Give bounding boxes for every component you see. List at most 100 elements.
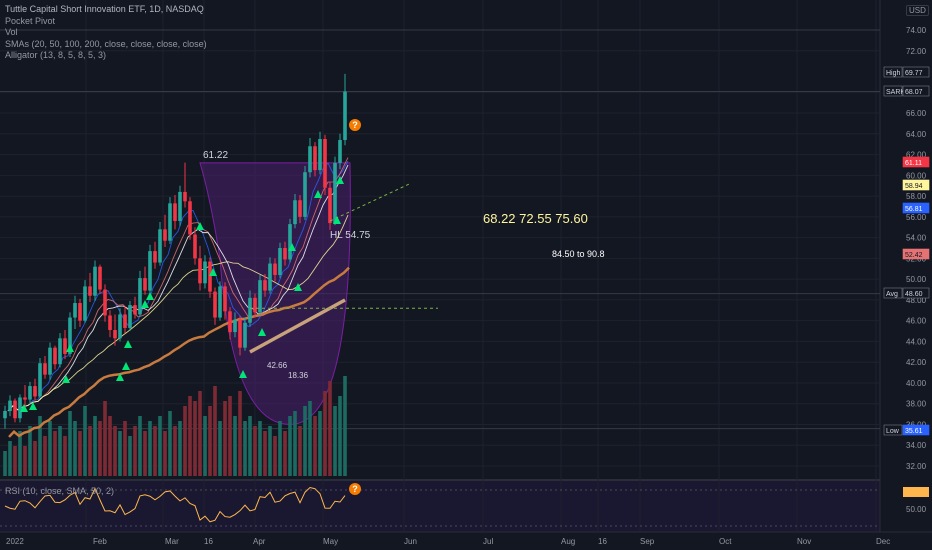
candle-body bbox=[43, 363, 47, 375]
volume-bar bbox=[208, 406, 212, 476]
annotation-hl: HL 54.75 bbox=[330, 230, 371, 241]
volume-bar bbox=[283, 431, 287, 476]
candle-body bbox=[213, 291, 217, 318]
price-tag-label-bg bbox=[883, 66, 903, 78]
volume-bar bbox=[198, 391, 202, 476]
candle-body bbox=[53, 347, 57, 365]
indicator-vol[interactable]: Vol bbox=[5, 27, 18, 37]
candle-body bbox=[103, 289, 107, 316]
price-tag-label: SARK bbox=[886, 89, 905, 96]
price-tick-6: 60.00 bbox=[906, 171, 927, 180]
volume-bar bbox=[273, 436, 277, 476]
candle-body bbox=[98, 266, 102, 290]
volume-bar bbox=[138, 416, 142, 476]
event-marker-icon[interactable]: ? bbox=[349, 119, 361, 131]
candle-body bbox=[83, 286, 87, 321]
volume-bar bbox=[263, 431, 267, 476]
volume-bar bbox=[323, 391, 327, 476]
sma-20 bbox=[7, 164, 349, 412]
candle-body bbox=[28, 386, 32, 400]
candle-body bbox=[123, 314, 127, 328]
price-tag-bg bbox=[902, 202, 930, 214]
candle-body bbox=[168, 203, 172, 241]
pocket-pivot-marker bbox=[124, 340, 132, 348]
volume-bar bbox=[108, 416, 112, 476]
volume-bar bbox=[58, 426, 62, 476]
candle-body bbox=[133, 305, 137, 315]
price-tag-bg bbox=[902, 156, 930, 168]
candle-body bbox=[178, 191, 182, 222]
indicator-alligator[interactable]: Alligator (13, 8, 5, 8, 5, 3) bbox=[5, 50, 107, 60]
annotation-target-range: 84.50 to 90.8 bbox=[552, 249, 605, 259]
volume-bar bbox=[78, 431, 82, 476]
volume-bar bbox=[33, 441, 37, 476]
candle-body bbox=[268, 263, 272, 291]
candle-body bbox=[273, 263, 277, 275]
volume-bar bbox=[93, 416, 97, 476]
pocket-pivot-marker bbox=[336, 176, 344, 184]
candle-body bbox=[223, 286, 227, 312]
price-tick-14: 44.00 bbox=[906, 337, 927, 346]
price-tag-value: 48.60 bbox=[905, 291, 923, 298]
event-marker-rsi-icon[interactable]: ? bbox=[349, 483, 361, 495]
volume-bar bbox=[98, 421, 102, 476]
volume-bar bbox=[328, 381, 332, 476]
volume-bar bbox=[53, 431, 57, 476]
chart-legend: Tuttle Capital Short Innovation ETF, 1D,… bbox=[5, 4, 207, 62]
candle-body bbox=[283, 248, 287, 260]
volume-bar bbox=[333, 406, 337, 476]
candle-body bbox=[8, 400, 12, 411]
pocket-pivot-marker bbox=[20, 404, 28, 412]
price-tag-label: High bbox=[886, 70, 901, 77]
candle-body bbox=[158, 229, 162, 263]
time-tick-8: Aug bbox=[561, 537, 575, 546]
volume-bar bbox=[213, 386, 217, 476]
symbol-title[interactable]: Tuttle Capital Short Innovation ETF, 1D,… bbox=[5, 4, 204, 14]
sma-200 bbox=[8, 266, 350, 438]
time-tick-10: Sep bbox=[640, 537, 655, 546]
alligator-teeth bbox=[7, 157, 349, 412]
volume-bar bbox=[158, 416, 162, 476]
price-tick-0: 74.00 bbox=[906, 26, 927, 35]
candle-body bbox=[238, 319, 242, 348]
indicator-pocket-pivot[interactable]: Pocket Pivot bbox=[5, 15, 56, 26]
candle-body bbox=[188, 201, 192, 235]
volume-bar bbox=[278, 421, 282, 476]
price-tag-label-bg bbox=[883, 85, 903, 97]
candle-body bbox=[278, 248, 282, 275]
candle-body bbox=[93, 266, 97, 296]
volume-bar bbox=[103, 401, 107, 476]
indicator-smas[interactable]: SMAs (20, 50, 100, 200, close, close, cl… bbox=[5, 38, 207, 49]
volume-bar bbox=[223, 401, 227, 476]
volume-bar bbox=[288, 416, 292, 476]
candle-body bbox=[303, 172, 307, 217]
candle-body bbox=[328, 187, 332, 224]
volume-bar bbox=[23, 446, 27, 476]
candle-body bbox=[118, 314, 122, 339]
candle-body bbox=[208, 261, 212, 292]
volume-bar bbox=[248, 416, 252, 476]
price-tick-1: 72.00 bbox=[906, 47, 927, 56]
volume-bar bbox=[63, 436, 67, 476]
price-tag-label-bg bbox=[883, 424, 903, 436]
currency-label[interactable]: USD bbox=[906, 5, 929, 16]
candle-body bbox=[108, 315, 112, 331]
volume-bar bbox=[128, 436, 132, 476]
volume-bar bbox=[203, 416, 207, 476]
volume-bar bbox=[253, 426, 257, 476]
candle-body bbox=[308, 146, 312, 173]
volume-bar bbox=[13, 446, 17, 476]
rsi-legend[interactable]: RSI (10, close, SMA, 50, 2) bbox=[5, 486, 115, 496]
volume-bar bbox=[68, 411, 72, 476]
candle-body bbox=[38, 363, 42, 397]
volume-bar bbox=[233, 416, 237, 476]
breakout-line bbox=[329, 183, 411, 222]
volume-bar bbox=[113, 426, 117, 476]
price-tag-value: 35.61 bbox=[905, 428, 923, 435]
annotation-peak: 61.22 bbox=[203, 150, 229, 161]
candle-body bbox=[23, 397, 27, 400]
candle-body bbox=[288, 224, 292, 260]
price-tag-bg bbox=[902, 287, 930, 299]
